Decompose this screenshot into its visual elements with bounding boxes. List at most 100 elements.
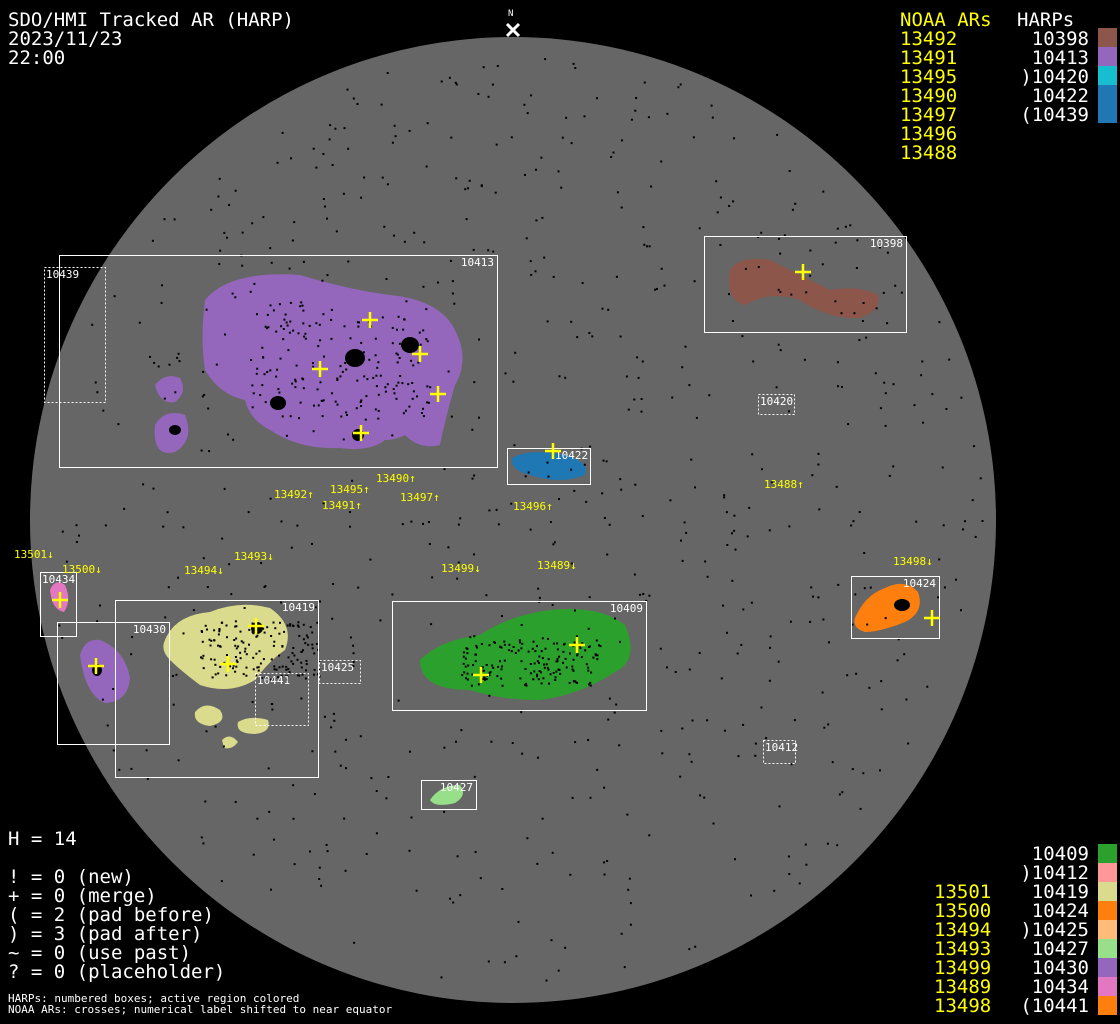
noaa-label: 13501↓: [14, 548, 54, 561]
footnote-harps: HARPs: numbered boxes; active region col…: [8, 992, 300, 1005]
time-label: 22:00: [8, 47, 66, 69]
stat-line: ( = 2 (pad before): [8, 904, 214, 926]
noaa-cross-icon: [473, 667, 489, 683]
noaa-list-item: 13500: [934, 900, 992, 922]
stat-line: ) = 3 (pad after): [8, 923, 203, 945]
noaa-label: 13495↑: [330, 483, 370, 496]
harp-box-label: 10434: [42, 573, 75, 586]
harp-box-10427: [421, 780, 477, 810]
date-label: 2023/11/23: [8, 28, 123, 50]
harp-box-10419: [115, 600, 319, 778]
noaa-header: NOAA ARs: [900, 9, 992, 31]
harp-box-label: 10439: [46, 268, 79, 281]
noaa-label: 13488↑: [764, 478, 804, 491]
active-region-10398: [729, 258, 879, 319]
noaa-cross-icon: [353, 425, 369, 441]
harp-color-swatch: [1098, 958, 1117, 977]
active-region-10419: [222, 736, 238, 749]
harp-list-item: 10419: [1031, 881, 1089, 903]
active-region-10409: [420, 609, 631, 700]
harp-box-label: 10398: [870, 237, 903, 250]
active-region-10427: [430, 785, 464, 805]
stat-line: ! = 0 (new): [8, 866, 134, 888]
harp-color-swatch: [1098, 28, 1117, 47]
active-region-10413: [155, 376, 184, 403]
harp-color-swatch: [1098, 47, 1117, 66]
active-region-10413: [202, 274, 463, 449]
harp-box-10420: [758, 394, 795, 415]
harp-box-10413: [59, 255, 498, 468]
noaa-cross-icon: [248, 618, 264, 634]
noaa-cross-icon: [220, 656, 236, 672]
stat-line: + = 0 (merge): [8, 885, 157, 907]
harp-box-label: 10420: [760, 395, 793, 408]
solar-disk: [30, 37, 996, 1003]
harp-color-swatch: [1098, 996, 1117, 1015]
harp-list-item: )10425: [1020, 919, 1089, 941]
noaa-label: 13493↓: [234, 550, 274, 563]
sunspot: [894, 599, 910, 611]
sunspot: [169, 425, 181, 435]
harp-box-10424: [851, 576, 940, 639]
north-marker-icon: [505, 22, 521, 38]
noaa-cross-icon: [52, 592, 68, 608]
noaa-cross-icon: [362, 312, 378, 328]
harp-color-swatch: [1098, 901, 1117, 920]
noaa-label: 13498↓: [893, 555, 933, 568]
harp-box-10412: [763, 740, 796, 764]
page-title: SDO/HMI Tracked AR (HARP): [8, 9, 294, 31]
harp-color-swatch: [1098, 863, 1117, 882]
noaa-cross-icon: [924, 610, 940, 626]
noaa-cross-icon: [569, 637, 585, 653]
harps-header: HARPs: [1017, 9, 1075, 31]
harp-color-swatch: [1098, 882, 1117, 901]
harp-box-10409: [392, 601, 647, 711]
harp-box-label: 10427: [440, 781, 473, 794]
harp-color-swatch: [1098, 66, 1117, 85]
harp-color-swatch: [1098, 977, 1117, 996]
noaa-list-item: 13488: [900, 142, 958, 164]
sunspot: [401, 337, 419, 353]
h-count: H = 14: [8, 828, 77, 850]
footnote-noaa: NOAA ARs: crosses; numerical label shift…: [8, 1003, 393, 1016]
noaa-label: 13496↑: [513, 500, 553, 513]
sunspot: [345, 349, 365, 367]
noaa-cross-icon: [795, 264, 811, 280]
harp-box-label: 10412: [765, 741, 798, 754]
noaa-list-item: 13490: [900, 85, 958, 107]
noaa-list-item: 13493: [934, 938, 992, 960]
harp-box-label: 10430: [133, 623, 166, 636]
noaa-list-item: 13501: [934, 881, 992, 903]
harp-box-10441: [255, 673, 309, 726]
harp-list-item: )10412: [1020, 862, 1089, 884]
harp-color-swatch: [1098, 85, 1117, 104]
harp-box-10434: [40, 572, 77, 637]
harp-list-item: 10430: [1031, 957, 1089, 979]
north-label: N: [508, 9, 514, 19]
harp-box-label: 10422: [555, 449, 588, 462]
active-region-10419: [194, 705, 223, 726]
harp-box-label: 10419: [282, 601, 315, 614]
harp-list-item: (10439: [1020, 104, 1089, 126]
harp-list-item: 10413: [1031, 47, 1089, 69]
noaa-cross-icon: [545, 443, 561, 459]
harp-box-label: 10413: [461, 256, 494, 269]
harp-box-label: 10425: [321, 661, 354, 674]
harp-color-swatch: [1098, 939, 1117, 958]
noaa-label: 13497↑: [400, 491, 440, 504]
harp-box-label: 10409: [610, 602, 643, 615]
noaa-list-item: 13492: [900, 28, 958, 50]
harp-list-item: 10398: [1031, 28, 1089, 50]
noaa-list-item: 13498: [934, 995, 992, 1017]
harp-list-item: 10427: [1031, 938, 1089, 960]
noaa-list-item: 13496: [900, 123, 958, 145]
noaa-cross-icon: [412, 346, 428, 362]
noaa-cross-icon: [312, 361, 328, 377]
noaa-cross-icon: [430, 386, 446, 402]
sunspot: [270, 396, 286, 410]
noaa-label: 13499↓: [441, 562, 481, 575]
noaa-list-item: 13495: [900, 66, 958, 88]
harp-list-item: )10420: [1020, 66, 1089, 88]
harp-box-label: 10424: [903, 577, 936, 590]
noaa-label: 13489↓: [537, 559, 577, 572]
